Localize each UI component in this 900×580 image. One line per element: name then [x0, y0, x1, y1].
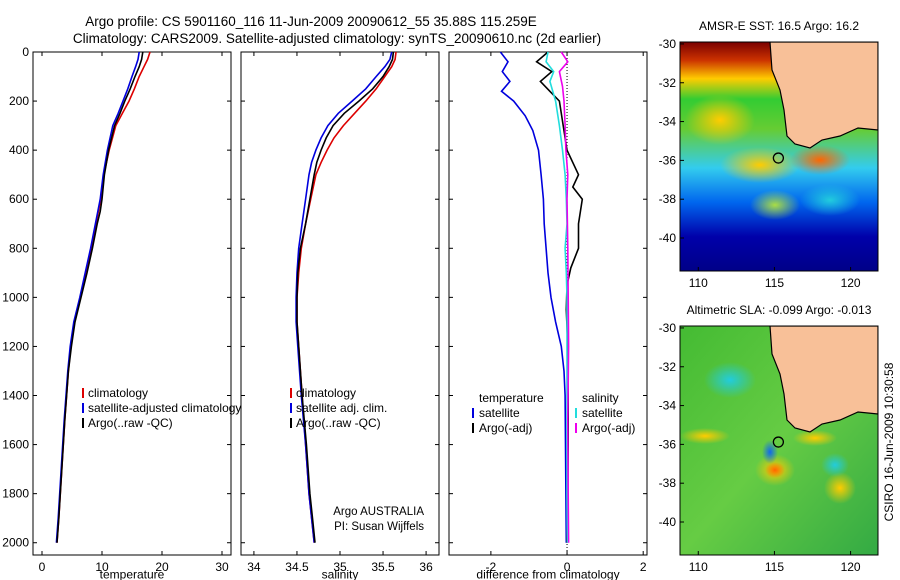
sla-high-eddy [765, 462, 785, 478]
x-tick-label: 36 [419, 560, 433, 574]
annotation-text: PI: Susan Wijffels [334, 521, 424, 533]
sla-high-eddy [793, 430, 837, 446]
legend-label: Argo(-adj) [582, 421, 635, 435]
y-tick-label: 1200 [2, 339, 29, 353]
legend-label: satellite [582, 406, 623, 420]
x-tick-label: 120 [841, 276, 861, 290]
x-tick-label: 35 [333, 560, 347, 574]
profile-panel-2: 34 34.5 35 35.5 36 salinity climatologysatelli… [240, 51, 440, 580]
x-tick-label: 120 [841, 560, 861, 574]
profile-panel-1: 0 10 20 30 0 200 400 600 800 1000 1200 1400 1600 1800… [2, 45, 241, 580]
x-tick-label: 34.5 [285, 560, 309, 574]
sla-low-eddy [704, 362, 756, 398]
x-tick-label: 110 [689, 276, 708, 290]
y-tick-label: -36 [659, 437, 677, 451]
figure-title-line2: Climatology: CARS2009. Satellite-adjuste… [73, 31, 601, 46]
float-position-marker [772, 152, 785, 164]
y-tick-label: 1800 [2, 487, 29, 501]
y-tick-label: 2000 [2, 536, 29, 550]
annotation-text: Argo AUSTRALIA [333, 506, 424, 518]
x-tick-label: 115 [765, 560, 784, 574]
x-tick-label: -2 [486, 560, 497, 574]
plot-frame [240, 51, 440, 556]
x-tick-label: 34 [247, 560, 261, 574]
plot-frame [32, 51, 232, 556]
series-line [558, 51, 570, 543]
legend-label: Argo(..raw -QC) [88, 416, 173, 430]
x-axis-label: difference from climatology [476, 567, 619, 580]
sla-high-eddy [824, 472, 856, 504]
y-tick-label: -30 [659, 37, 677, 51]
y-tick-label: 400 [9, 143, 29, 157]
x-tick-label: 0 [564, 560, 571, 574]
y-tick-label: -30 [659, 321, 677, 335]
sla-high-eddy [680, 428, 730, 444]
series-line [499, 51, 568, 543]
x-tick-label: 20 [155, 560, 169, 574]
map-title: Altimetric SLA: -0.099 Argo: -0.013 [687, 303, 872, 317]
y-tick-label: 1600 [2, 438, 29, 452]
legend-label: Argo(..raw -QC) [296, 416, 381, 430]
timestamp-side-label: CSIRO 16-Jun-2009 10:30:58 [882, 362, 896, 521]
sst-warm-eddy [720, 147, 800, 183]
x-tick-label: 35.5 [371, 560, 395, 574]
map-panel-2: Altimetric SLA: -0.099 Argo: -0.013 110 11… [659, 303, 879, 574]
y-tick-label: -36 [659, 153, 677, 167]
y-tick-label: 1400 [2, 389, 29, 403]
legend-title: temperature [479, 391, 544, 405]
x-tick-label: 30 [215, 560, 229, 574]
map-title: AMSR-E SST: 16.5 Argo: 16.2 [699, 19, 859, 33]
profile-panel-3: -2 0 2 difference from climatology temperatu… [448, 51, 648, 580]
sst-cool-eddy [800, 184, 860, 216]
series-line [56, 51, 144, 543]
x-axis-label: temperature [100, 567, 165, 580]
sla-low-eddy [821, 453, 849, 477]
sst-green-eddy [750, 190, 800, 220]
x-tick-label: 115 [765, 276, 784, 290]
y-tick-label: -34 [659, 399, 677, 413]
legend-label: satellite [479, 406, 520, 420]
float-position-marker [772, 436, 785, 448]
y-tick-label: -38 [659, 192, 677, 206]
sla-low-eddy [762, 440, 778, 464]
x-tick-label: 0 [39, 560, 46, 574]
x-tick-label: 2 [640, 560, 647, 574]
series-line [296, 51, 395, 543]
y-tick-label: -32 [659, 360, 677, 374]
figure-title-line1: Argo profile: CS 5901160_116 11-Jun-2009… [85, 14, 537, 29]
y-tick-label: -40 [659, 515, 677, 529]
legend-label: satellite-adjusted climatology [88, 401, 241, 415]
land-mask [769, 42, 878, 149]
y-tick-label: -34 [659, 115, 677, 129]
x-axis-label: salinity [322, 567, 359, 580]
map-frame [679, 325, 879, 556]
legend-title: salinity [582, 391, 619, 405]
legend-label: climatology [296, 386, 356, 400]
legend-label: satellite adj. clim. [296, 401, 387, 415]
y-tick-label: 600 [9, 192, 29, 206]
map-frame [679, 41, 879, 272]
land-mask [769, 326, 878, 433]
sst-warm-eddy [685, 95, 755, 145]
y-tick-label: 200 [9, 94, 29, 108]
y-tick-label: -32 [659, 76, 677, 90]
sst-map [680, 42, 878, 271]
x-tick-label: 10 [95, 560, 109, 574]
sst-warm-eddy [790, 145, 850, 175]
map-panel-1: AMSR-E SST: 16.5 Argo: 16.2 110 115 120 -30 -… [659, 19, 879, 290]
x-tick-label: 110 [689, 560, 708, 574]
y-tick-label: -38 [659, 476, 677, 490]
sla-map [680, 326, 878, 555]
y-tick-label: -40 [659, 231, 677, 245]
legend-label: climatology [88, 386, 148, 400]
y-tick-label: 1000 [2, 290, 29, 304]
legend-label: Argo(-adj) [479, 421, 532, 435]
y-tick-label: 0 [22, 45, 29, 59]
y-tick-label: 800 [9, 241, 29, 255]
plot-frame [448, 51, 648, 556]
